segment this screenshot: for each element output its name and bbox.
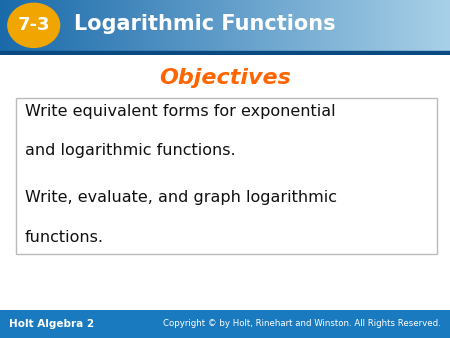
- Text: Objectives: Objectives: [159, 68, 291, 88]
- FancyBboxPatch shape: [16, 98, 436, 254]
- Ellipse shape: [8, 3, 59, 47]
- Text: Holt Algebra 2: Holt Algebra 2: [9, 319, 94, 329]
- Text: and logarithmic functions.: and logarithmic functions.: [25, 143, 235, 158]
- Text: Logarithmic Functions: Logarithmic Functions: [74, 14, 336, 34]
- Text: Write equivalent forms for exponential: Write equivalent forms for exponential: [25, 103, 335, 119]
- Bar: [0, 51, 450, 55]
- Text: Write, evaluate, and graph logarithmic: Write, evaluate, and graph logarithmic: [25, 190, 337, 206]
- Text: functions.: functions.: [25, 230, 104, 245]
- Text: 7-3: 7-3: [18, 16, 50, 34]
- Text: Copyright © by Holt, Rinehart and Winston. All Rights Reserved.: Copyright © by Holt, Rinehart and Winsto…: [163, 319, 441, 328]
